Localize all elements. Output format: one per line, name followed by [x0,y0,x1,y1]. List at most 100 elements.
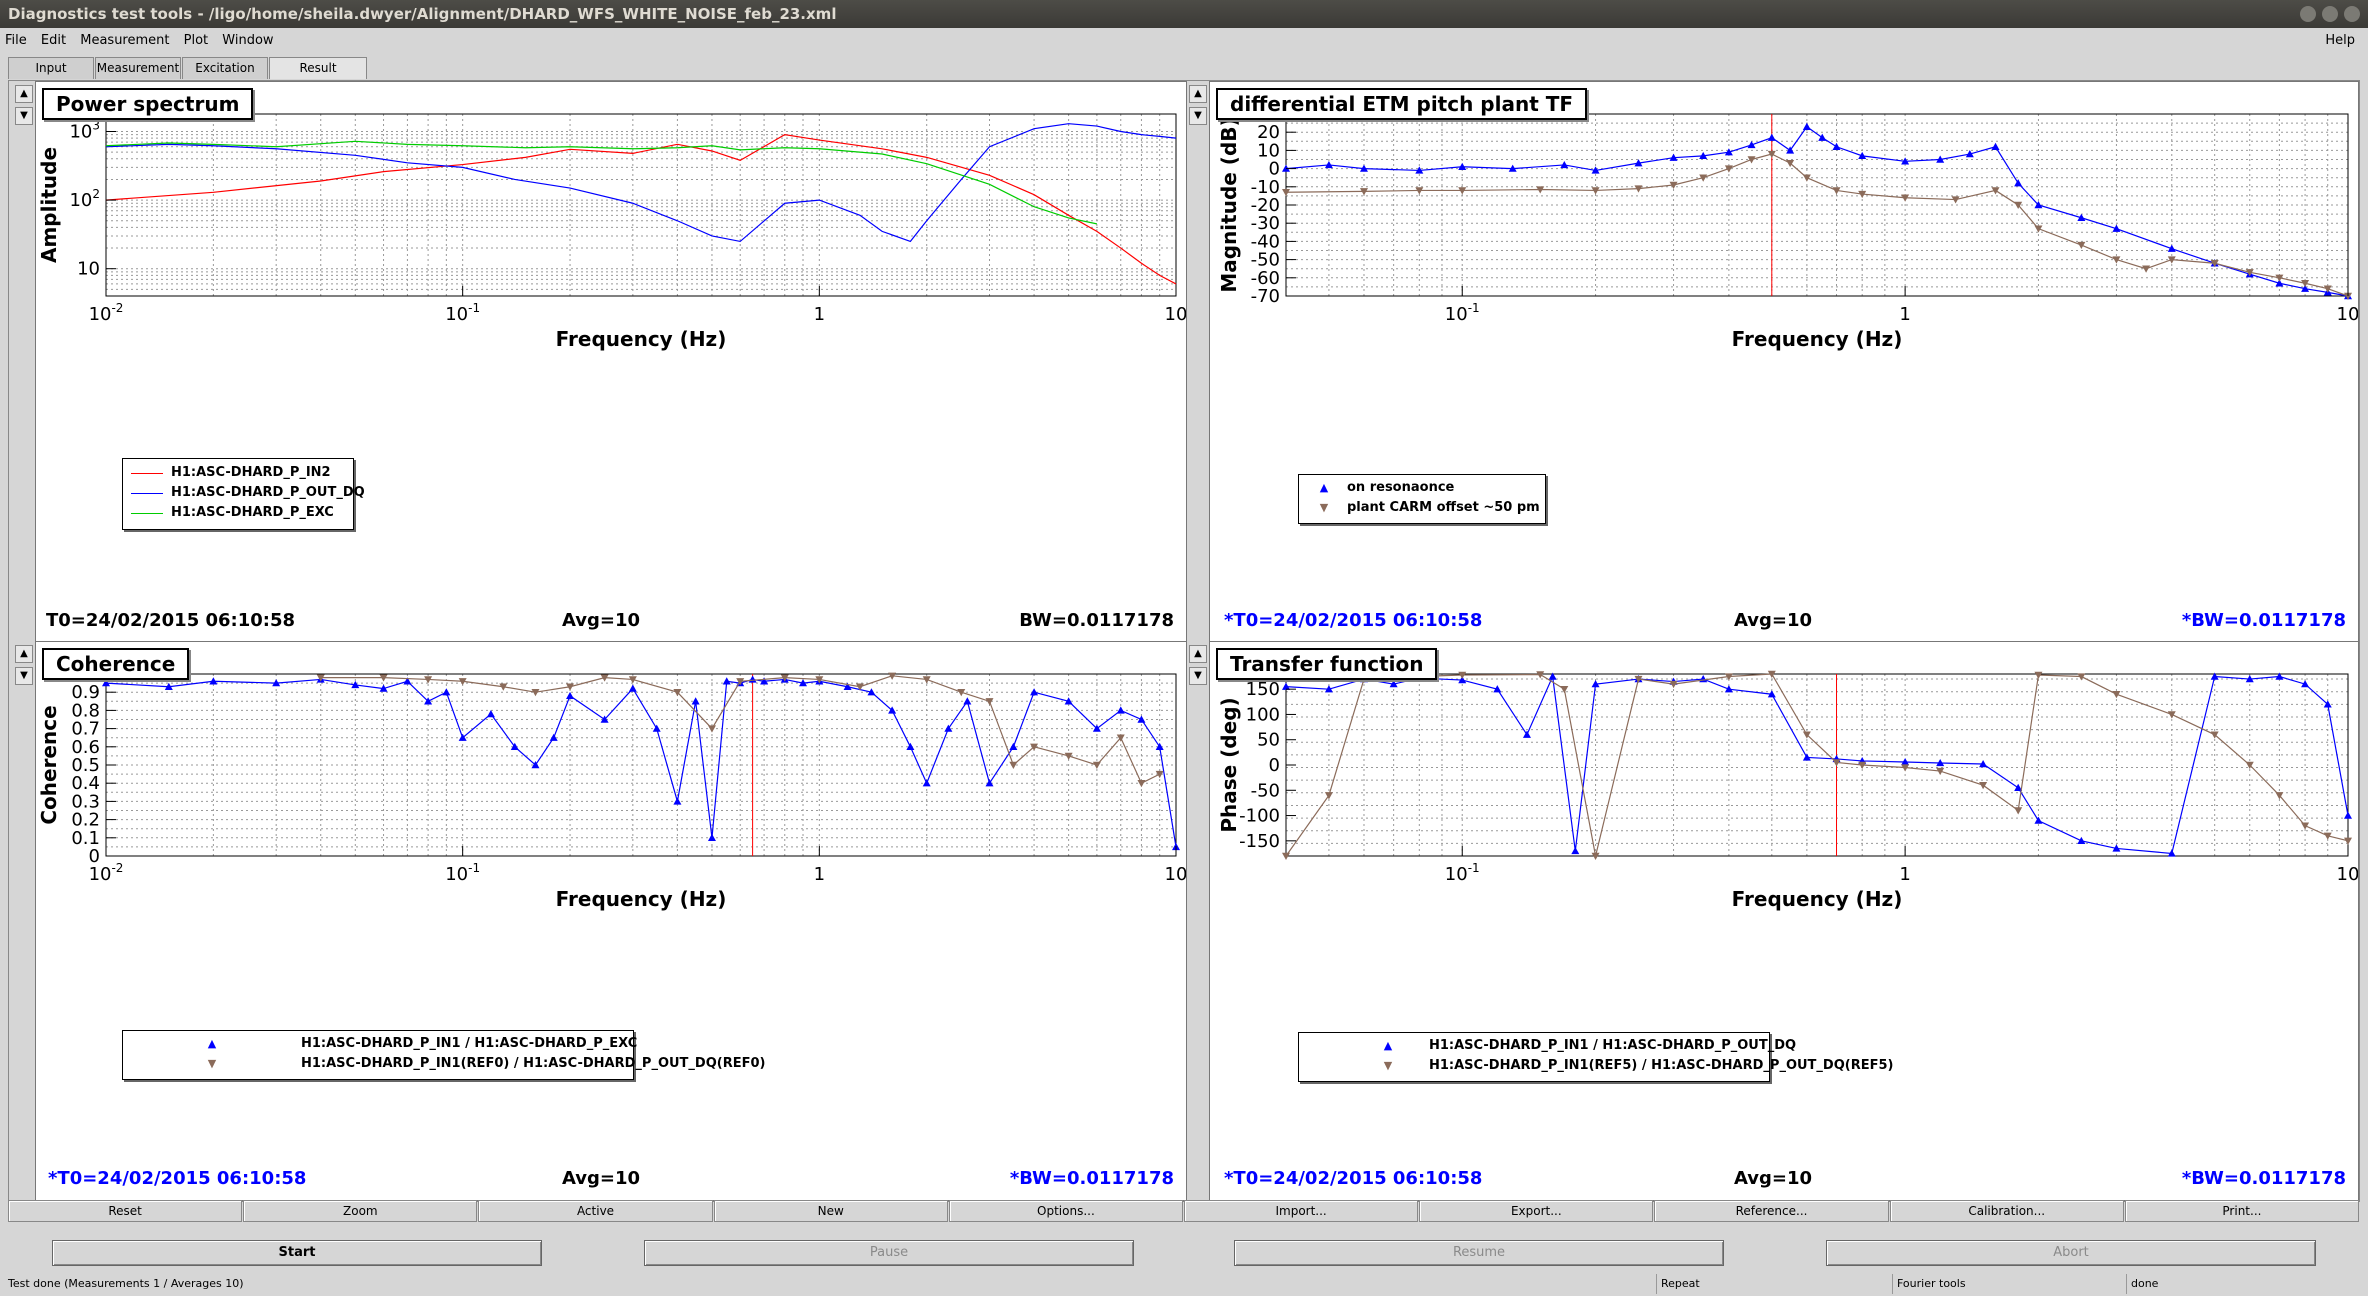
close-icon[interactable] [2344,6,2360,22]
menu-bar: File Edit Measurement Plot Window Help [0,30,2368,52]
data-point [760,677,769,685]
x-tick-label: 1 [814,864,825,885]
x-tick-label: 10 [2337,304,2358,325]
export-button[interactable]: Export... [1419,1200,1654,1222]
info-avg: Avg=10 [562,610,641,631]
data-point [2275,279,2284,287]
new-button[interactable]: New [713,1200,948,1222]
up-arrow-icon[interactable]: ▲ [15,645,33,663]
down-arrow-icon[interactable]: ▼ [15,667,33,685]
y-tick-label: -70 [1251,286,1280,307]
down-arrow-icon[interactable]: ▼ [15,107,33,125]
data-point [2323,285,2332,293]
tab-measurement[interactable]: Measurement [95,57,181,79]
tab-result[interactable]: Result [269,57,367,79]
calibration-button[interactable]: Calibration... [1889,1200,2124,1222]
y-tick-label: 0.7 [71,719,100,740]
info-bw: *BW=0.0117178 [2181,610,2346,631]
y-tick-label: 150 [1246,679,1280,700]
data-point [628,684,637,692]
y-tick-label: 0 [1269,755,1280,776]
reset-button[interactable]: Reset [8,1200,243,1222]
legend-label: H1:ASC-DHARD_P_EXC [171,505,334,520]
info-avg: Avg=10 [562,1168,641,1189]
active-button[interactable]: Active [478,1200,713,1222]
data-point [1030,688,1039,696]
import-button[interactable]: Import... [1184,1200,1419,1222]
menu-measurement[interactable]: Measurement [80,33,170,48]
start-button[interactable]: Start [52,1240,542,1266]
y-tick-label: -50 [1251,780,1280,801]
data-point [2077,241,2086,250]
panel-arrows-tf: ▲ ▼ [1189,85,1207,129]
data-point [628,676,637,684]
data-point [1802,122,1811,130]
minimize-icon[interactable] [2300,6,2316,22]
data-point [2034,201,2043,209]
data-point [531,761,540,769]
reference-button[interactable]: Reference... [1654,1200,1889,1222]
x-tick-exponent: -2 [111,861,123,875]
maximize-icon[interactable] [2322,6,2338,22]
y-tick-label: 0.6 [71,737,100,758]
data-point [1951,196,1960,204]
data-point [922,676,931,684]
data-point [1324,792,1333,800]
data-point [2301,822,2310,830]
zoom-button[interactable]: Zoom [243,1200,478,1222]
resume-button[interactable]: Resume [1234,1240,1724,1266]
data-point [1030,743,1039,751]
data-point [1767,133,1776,141]
data-point [1669,680,1678,689]
print-button[interactable]: Print... [2124,1200,2360,1222]
panel-title: differential ETM pitch plant TF [1216,88,1588,120]
down-arrow-icon[interactable]: ▼ [1189,107,1207,125]
up-arrow-icon[interactable]: ▲ [1189,645,1207,663]
data-point [1560,685,1569,694]
legend-label: H1:ASC-DHARD_P_IN1 / H1:ASC-DHARD_P_OUT_… [1429,1038,1797,1053]
series-line [1285,674,2349,855]
y-tick-label: -20 [1251,195,1280,216]
data-point [855,683,864,691]
plot-legend: H1:ASC-DHARD_P_IN2 H1:ASC-DHARD_P_OUT_DQ… [122,458,365,530]
menu-window[interactable]: Window [222,33,274,48]
panel-arrows-ps: ▲ ▼ [15,85,33,129]
data-point [1858,151,1867,160]
data-point [549,733,558,741]
down-arrow-icon[interactable]: ▼ [1189,667,1207,685]
coherence-plot[interactable]: 10-210-111000.10.20.30.40.50.60.70.80.91… [36,642,1186,1062]
data-point [1508,164,1517,172]
up-arrow-icon[interactable]: ▲ [1189,85,1207,103]
x-tick-exponent: -1 [468,861,480,875]
menu-file[interactable]: File [5,33,27,48]
menu-edit[interactable]: Edit [40,33,67,48]
data-point [2077,673,2086,681]
data-point [379,684,388,692]
data-point [458,678,467,686]
up-triangle-icon: ▲ [207,1037,217,1050]
plot-frame [105,113,1177,297]
series-line [105,134,1177,285]
data-point [600,715,609,723]
power-spectrum-plot[interactable]: 10-2 10-1 1 10 10 102 103 Frequency (Hz) Amplitu… [36,82,1186,502]
data-point [1009,742,1018,750]
legend-label: on resonaonce [1347,480,1455,495]
panel-power-spectrum: 10-2 10-1 1 10 10 102 103 Frequency (Hz) Amplitu… [35,81,1187,643]
options-button[interactable]: Options... [948,1200,1184,1222]
menu-plot[interactable]: Plot [183,33,209,48]
pause-button[interactable]: Pause [644,1240,1134,1266]
up-arrow-icon[interactable]: ▲ [15,85,33,103]
tab-input[interactable]: Input [8,57,94,79]
y-tick-label: -100 [1239,806,1280,827]
y-tick-label: -40 [1251,231,1280,252]
tab-excitation[interactable]: Excitation [182,57,268,79]
panel-arrows-coh: ▲ ▼ [15,645,33,689]
data-point [1324,160,1333,169]
etm-tf-plot[interactable]: 10-1110-70-60-50-40-30-20-100102030Frequ… [1210,82,2358,502]
data-point [985,779,994,787]
result-area: ▲ ▼ 10-2 10-1 1 10 10 102 103 Frequency (Hz) Amp… [8,80,2360,1202]
data-point [707,833,716,841]
transfer-function-plot[interactable]: 10-1 1 10 -150 -100 -50 0 50 100 150 Frequency (Hz… [1210,642,2358,1062]
abort-button[interactable]: Abort [1826,1240,2316,1266]
menu-help[interactable]: Help [2325,33,2355,48]
